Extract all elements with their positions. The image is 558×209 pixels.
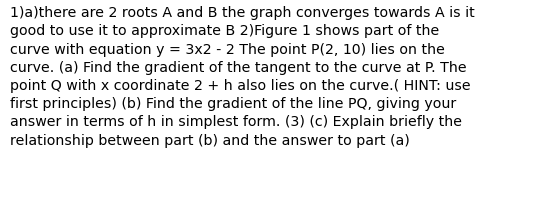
Text: 1)a)there are 2 roots A and B the graph converges towards A is it
good to use it: 1)a)there are 2 roots A and B the graph … xyxy=(10,6,475,148)
